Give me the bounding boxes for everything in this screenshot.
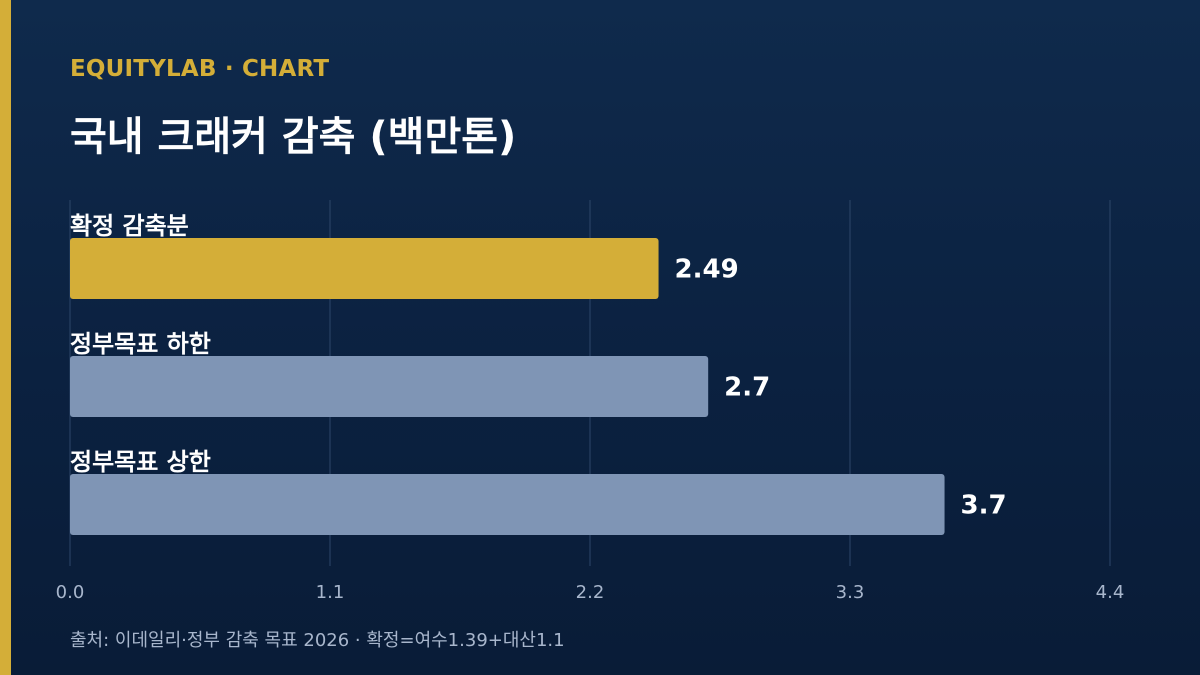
- category-label: 확정 감축분: [70, 212, 189, 240]
- x-tick-label: 3.3: [836, 582, 865, 603]
- x-tick-label: 4.4: [1096, 582, 1125, 603]
- bar: [70, 238, 659, 299]
- x-tick-label: 1.1: [316, 582, 345, 603]
- brand-label: EQUITYLAB · CHART: [70, 56, 330, 82]
- bar: [70, 356, 709, 417]
- x-tick-label: 2.2: [576, 582, 605, 603]
- chart-title: 국내 크래커 감축 (백만톤): [70, 114, 517, 160]
- value-label: 2.7: [724, 373, 770, 403]
- value-label: 3.7: [961, 491, 1007, 521]
- accent-stripe: [0, 0, 11, 675]
- value-label: 2.49: [675, 255, 739, 285]
- bar: [70, 474, 945, 535]
- x-tick-label: 0.0: [56, 582, 85, 603]
- category-label: 정부목표 하한: [70, 330, 211, 358]
- source-note: 출처: 이데일리·정부 감축 목표 2026 · 확정=여수1.39+대산1.1: [70, 630, 565, 651]
- category-label: 정부목표 상한: [70, 448, 211, 476]
